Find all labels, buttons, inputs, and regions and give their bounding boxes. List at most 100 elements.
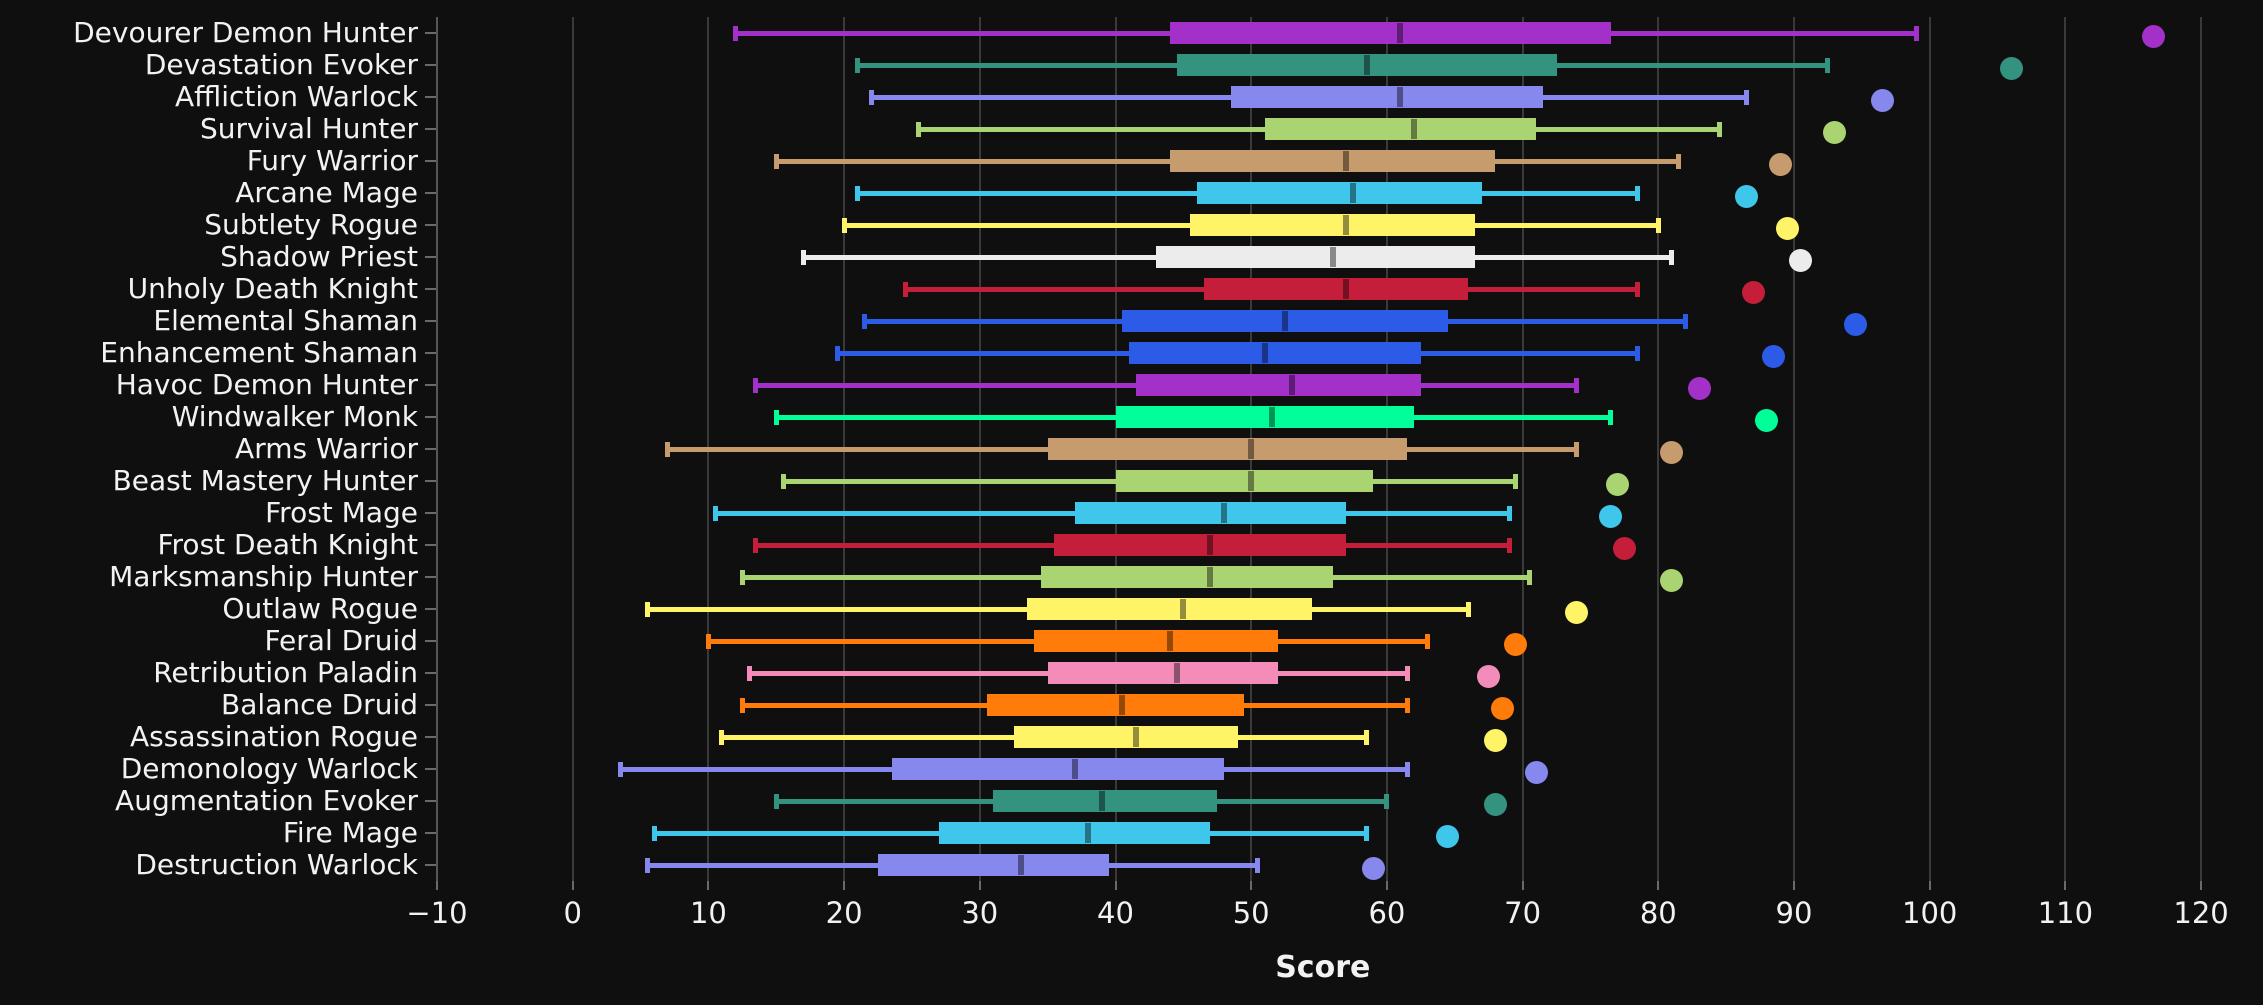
row-label: Fire Mage: [282, 816, 418, 849]
x-axis-tick: [843, 881, 846, 890]
box: [986, 694, 1245, 716]
max-point: [1762, 344, 1786, 368]
gridline: [1928, 17, 1931, 881]
median-line: [1343, 279, 1350, 299]
median-line: [1397, 87, 1404, 107]
whisker-cap-high: [1635, 185, 1641, 201]
row-label: Fury Warrior: [246, 144, 418, 177]
box: [1115, 470, 1374, 492]
median-line: [1397, 23, 1404, 43]
x-axis-tick: [1657, 881, 1660, 890]
whisker-cap-low: [739, 697, 745, 713]
y-axis-tick: [425, 448, 436, 450]
whisker-cap-low: [868, 89, 874, 105]
whisker-cap-low: [617, 761, 623, 777]
row-label: Feral Druid: [264, 624, 418, 657]
y-axis-tick: [425, 96, 436, 98]
whisker-cap-low: [773, 409, 779, 425]
y-axis-spine: [436, 17, 438, 881]
row-label: Havoc Demon Hunter: [115, 368, 418, 401]
whisker-cap-low: [733, 25, 739, 41]
whisker-cap-high: [1676, 153, 1682, 169]
whisker-cap-high: [1506, 505, 1512, 521]
whisker-cap-high: [1913, 25, 1919, 41]
whisker-cap-high: [1364, 825, 1370, 841]
row-label: Subtlety Rogue: [204, 208, 418, 241]
box: [1027, 598, 1313, 620]
y-axis-tick: [425, 128, 436, 130]
row-label: Outlaw Rogue: [222, 592, 418, 625]
row-label: Unholy Death Knight: [127, 272, 418, 305]
box: [1135, 374, 1421, 396]
whisker-cap-high: [1404, 665, 1410, 681]
row-label: Frost Death Knight: [157, 528, 418, 561]
median-line: [1207, 535, 1214, 555]
box: [1129, 342, 1421, 364]
median-line: [1132, 727, 1139, 747]
max-point: [1477, 664, 1501, 688]
whisker-cap-low: [780, 473, 786, 489]
gridline: [2200, 17, 2203, 881]
y-axis-tick: [425, 32, 436, 34]
whisker-cap-low: [705, 633, 711, 649]
median-line: [1248, 439, 1255, 459]
box: [1047, 662, 1279, 684]
x-axis-tick-label: 50: [1232, 896, 1270, 930]
x-axis-tick-label: 80: [1639, 896, 1677, 930]
whisker-cap-low: [739, 569, 745, 585]
whisker-cap-low: [651, 825, 657, 841]
y-axis-tick: [425, 288, 436, 290]
y-axis-tick: [425, 384, 436, 386]
whisker-cap-low: [800, 249, 806, 265]
whisker-cap-high: [1608, 409, 1614, 425]
x-axis-tick: [1114, 881, 1117, 890]
y-axis-tick: [425, 736, 436, 738]
box: [1230, 86, 1543, 108]
box: [1169, 22, 1611, 44]
whisker-cap-high: [1655, 217, 1661, 233]
row-label: Balance Druid: [221, 688, 418, 721]
median-line: [1119, 695, 1126, 715]
median-line: [1268, 407, 1275, 427]
whisker-cap-high: [1425, 633, 1431, 649]
row-label: Arcane Mage: [235, 176, 418, 209]
x-axis-tick-label: 70: [1504, 896, 1542, 930]
median-line: [1085, 823, 1092, 843]
y-axis-tick: [425, 576, 436, 578]
max-point: [1483, 728, 1507, 752]
box: [1196, 182, 1482, 204]
row-label: Devourer Demon Hunter: [73, 16, 418, 49]
box: [1054, 534, 1347, 556]
whisker-cap-high: [1404, 697, 1410, 713]
max-point: [1775, 216, 1799, 240]
max-point: [1741, 280, 1765, 304]
max-point: [1768, 152, 1792, 176]
median-line: [1343, 151, 1350, 171]
max-point: [1524, 760, 1548, 784]
max-point: [1755, 408, 1779, 432]
row-label: Frost Mage: [265, 496, 418, 529]
x-axis-tick-label: 10: [689, 896, 727, 930]
max-point: [1660, 440, 1684, 464]
row-label: Assassination Rogue: [130, 720, 418, 753]
max-point: [1565, 600, 1589, 624]
median-line: [1173, 663, 1180, 683]
median-line: [1221, 503, 1228, 523]
whisker-cap-low: [719, 729, 725, 745]
max-point: [1660, 568, 1684, 592]
box: [1074, 502, 1347, 524]
median-line: [1248, 471, 1255, 491]
y-axis-tick: [425, 672, 436, 674]
box: [1169, 150, 1496, 172]
median-line: [1180, 599, 1187, 619]
x-axis-tick-label: 20: [825, 896, 863, 930]
row-label: Elemental Shaman: [153, 304, 418, 337]
median-line: [1343, 215, 1350, 235]
box: [1040, 566, 1333, 588]
y-axis-tick: [425, 352, 436, 354]
whisker-cap-low: [841, 217, 847, 233]
max-point: [2142, 24, 2166, 48]
max-point: [1599, 504, 1623, 528]
y-axis-tick: [425, 768, 436, 770]
